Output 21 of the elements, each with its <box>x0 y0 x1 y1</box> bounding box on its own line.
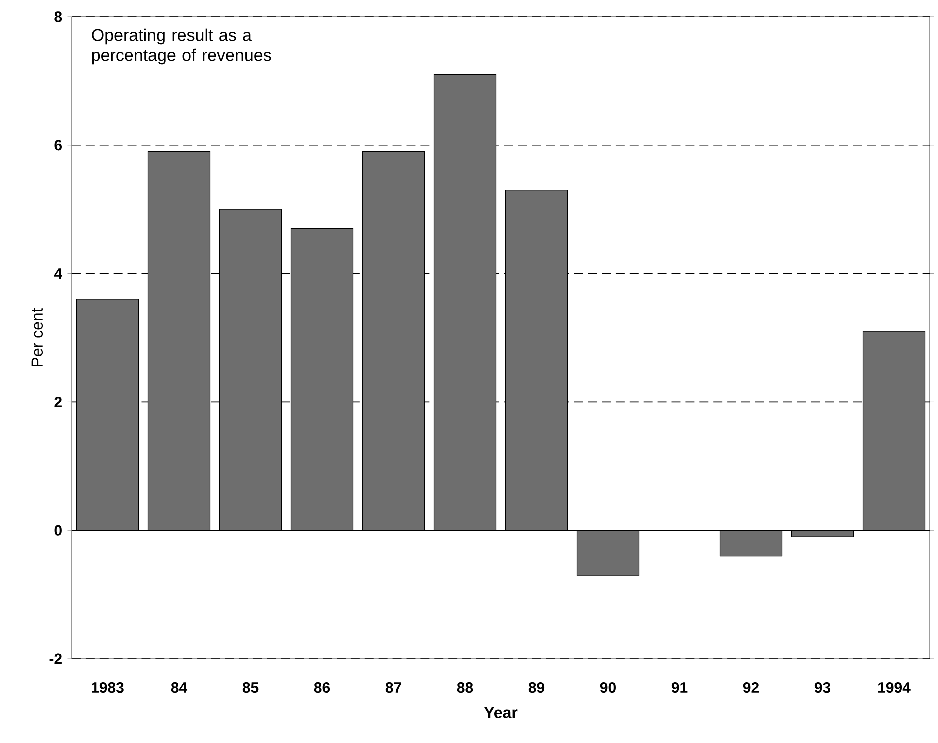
x-tick-label: 87 <box>386 682 402 694</box>
text: Operating result as a percentage of revenues <box>92 28 272 65</box>
y-axis-title: Per cent <box>32 308 44 366</box>
y-tick-label: 4 <box>54 268 62 279</box>
x-tick-label: 91 <box>672 682 688 694</box>
x-tick-label: 85 <box>242 682 259 694</box>
x-tick-label: 84 <box>171 682 188 694</box>
y-tick-label: 0 <box>54 525 62 536</box>
x-tick-label: 90 <box>600 682 616 694</box>
x-tick-label: 92 <box>743 682 759 694</box>
x-tick-label: 88 <box>457 682 474 694</box>
x-tick-label: 1994 <box>878 682 911 694</box>
y-tick-label: 8 <box>54 12 62 22</box>
y-tick-label: 6 <box>54 140 62 151</box>
y-tick-label: 2 <box>54 396 62 408</box>
y-tick-label: -2 <box>50 654 62 664</box>
x-tick-label: 89 <box>528 682 545 694</box>
x-axis-title: Year <box>484 707 518 718</box>
x-tick-label: 1983 <box>92 682 124 694</box>
x-tick-label: 93 <box>814 682 831 694</box>
x-tick-label: 86 <box>314 682 330 694</box>
